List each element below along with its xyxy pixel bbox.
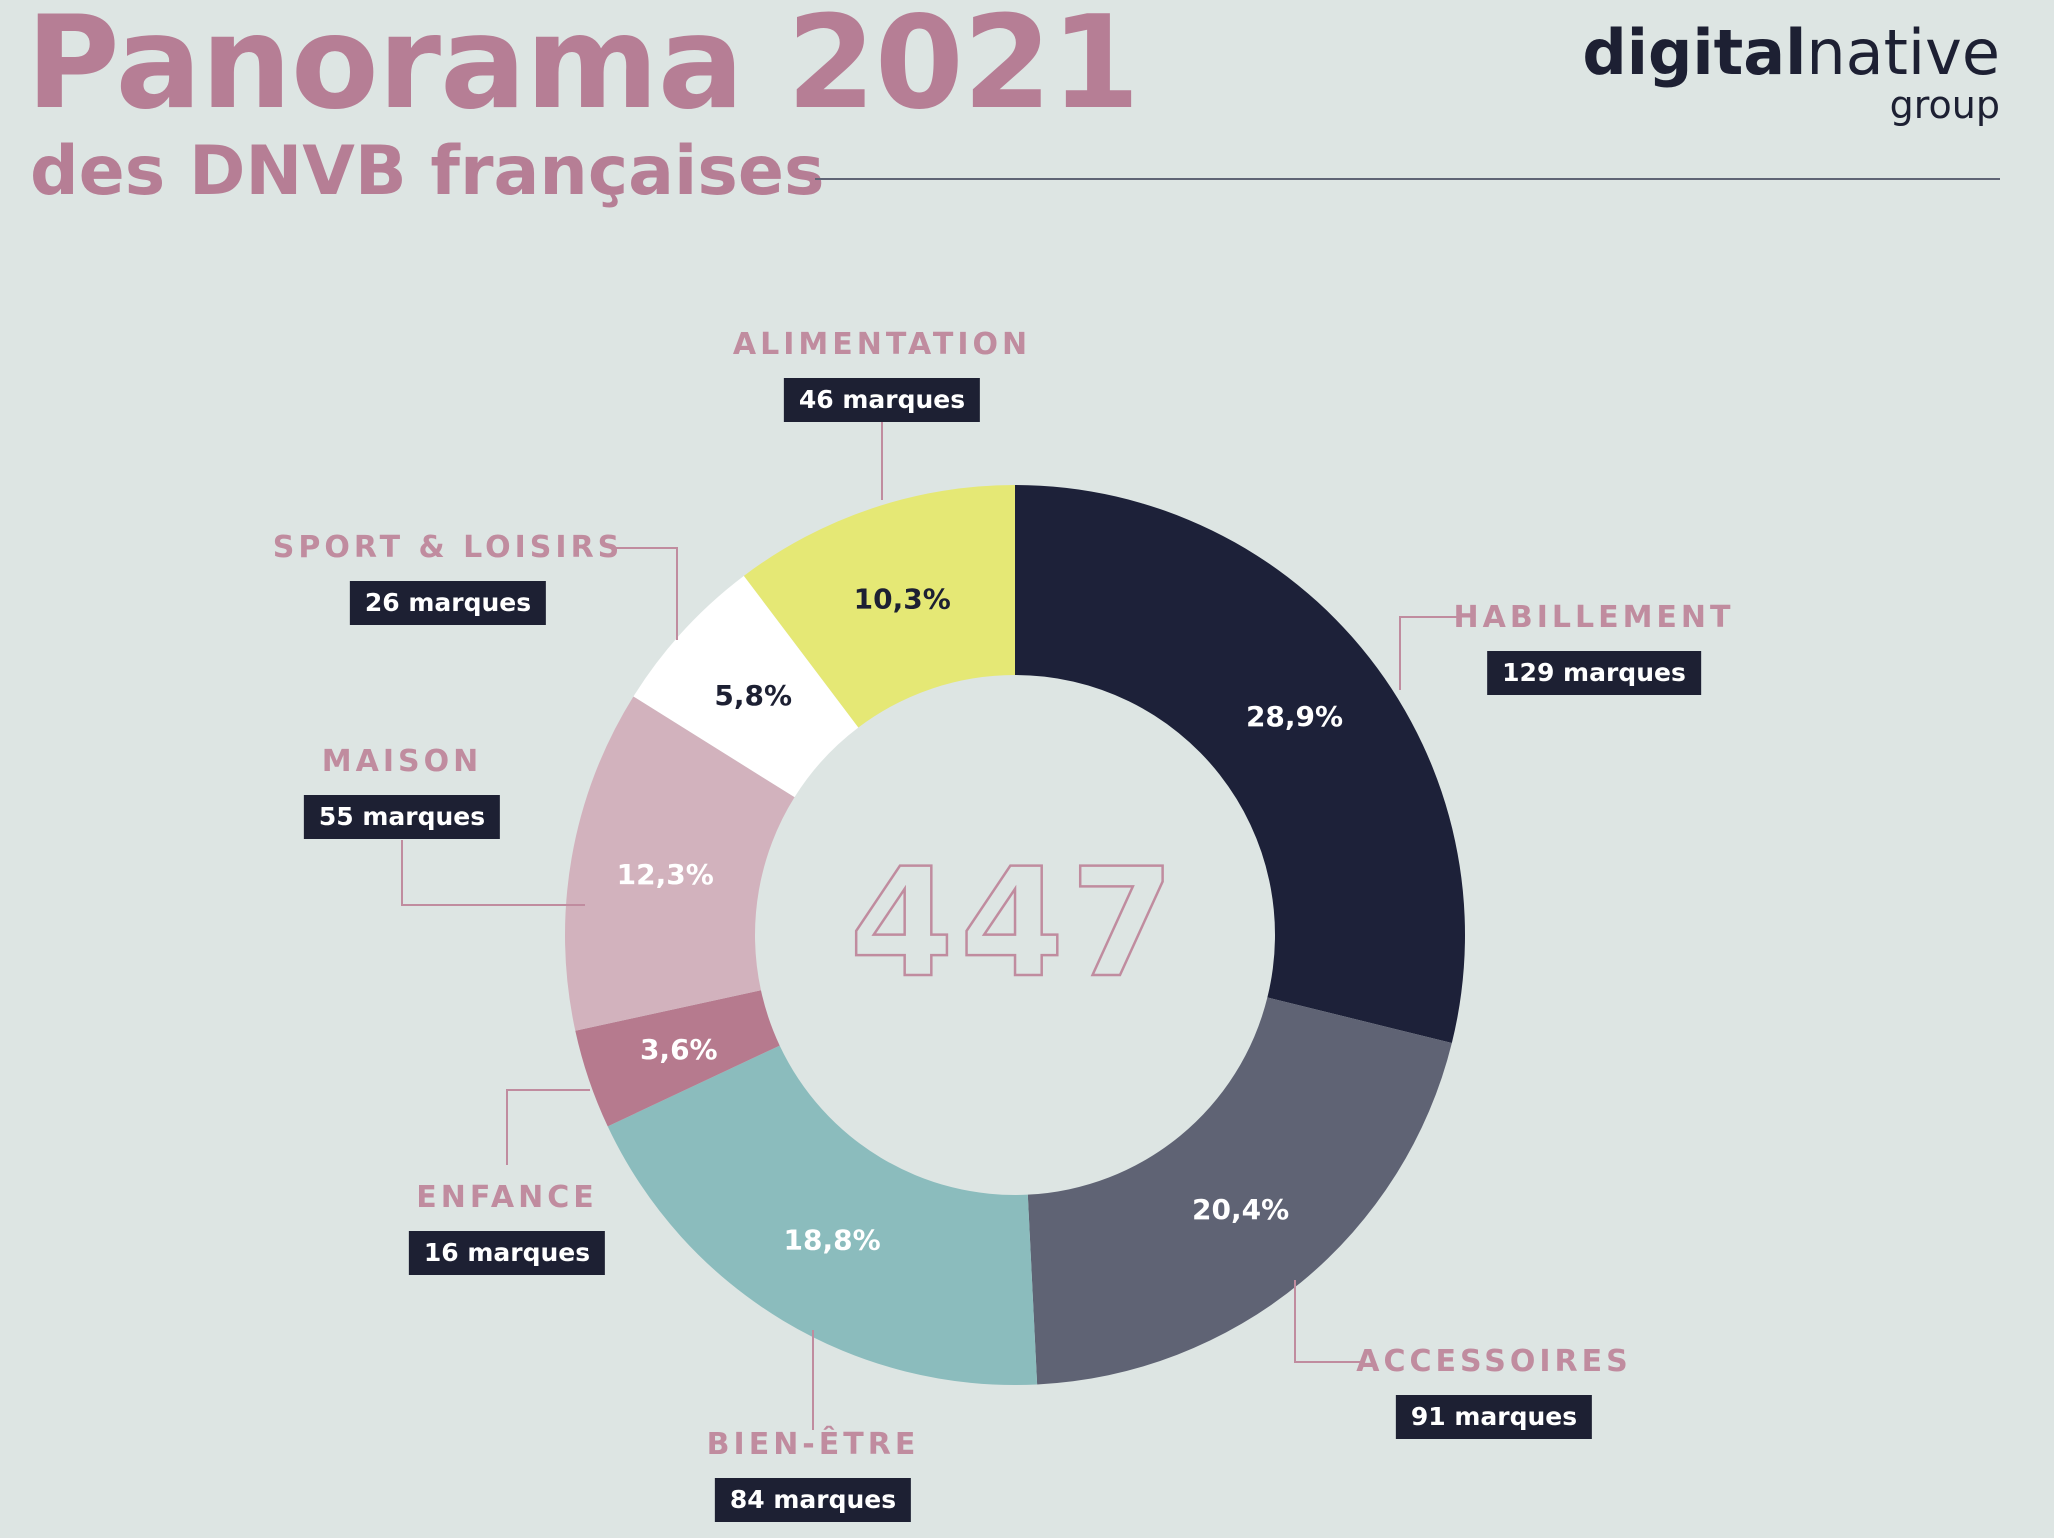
- donut-slice: [575, 990, 780, 1127]
- brand-count-badge: 91 marques: [1395, 1395, 1593, 1439]
- brand-count-badge: 16 marques: [408, 1231, 606, 1275]
- donut-slice: [1027, 997, 1452, 1385]
- donut-slices: [565, 485, 1465, 1385]
- donut-slice: [633, 575, 859, 798]
- brand-count-badge: 46 marques: [783, 378, 981, 422]
- brand-count-badge: 84 marques: [714, 1478, 912, 1522]
- brand-count-badge: 129 marques: [1487, 651, 1701, 695]
- category-label: SPORT & LOISIRS: [272, 530, 624, 565]
- logo-wordmark: digitalnative: [1582, 22, 2000, 84]
- page-title: Panorama 2021: [26, 0, 1140, 138]
- leader-lines: [401, 410, 1460, 1430]
- logo-group: group: [1889, 83, 2000, 127]
- slice-percent-label: 18,8%: [784, 1223, 881, 1256]
- percent-labels: 28,9% 20,4% 18,8% 3,6% 12,3% 5,8% 10,3%: [617, 582, 1343, 1256]
- slice-percent-label: 10,3%: [854, 582, 951, 615]
- slice-percent-label: 20,4%: [1192, 1193, 1289, 1226]
- brand-count-badge: 55 marques: [303, 795, 501, 839]
- logo-native: native: [1806, 16, 2000, 89]
- title-divider: [815, 178, 2000, 180]
- category-label: MAISON: [321, 744, 483, 779]
- logo-digital: digital: [1582, 16, 1807, 89]
- slice-percent-label: 12,3%: [617, 858, 714, 891]
- brand-count-badge: 26 marques: [349, 581, 547, 625]
- slice-percent-label: 3,6%: [640, 1033, 718, 1066]
- brand-logo: digitalnative group: [1582, 22, 2000, 127]
- donut-slice: [743, 485, 1015, 728]
- center-total: 447: [849, 837, 1180, 1011]
- slice-percent-label: 28,9%: [1246, 700, 1343, 733]
- category-label: ACCESSOIRES: [1356, 1344, 1632, 1379]
- leader-line: [506, 1089, 590, 1165]
- category-label: ENFANCE: [416, 1180, 598, 1215]
- page-subtitle: des DNVB françaises: [30, 132, 825, 211]
- donut-slice: [1015, 485, 1465, 1044]
- category-label: BIEN-ÊTRE: [706, 1427, 920, 1462]
- leader-line: [1399, 616, 1460, 690]
- category-label: ALIMENTATION: [732, 327, 1032, 362]
- leader-line: [401, 840, 585, 906]
- donut-slice: [565, 696, 795, 1031]
- leader-line: [612, 547, 678, 640]
- donut-slice: [607, 1045, 1038, 1385]
- slice-percent-label: 5,8%: [714, 679, 792, 712]
- category-label: HABILLEMENT: [1453, 600, 1735, 635]
- leader-line: [1294, 1280, 1360, 1363]
